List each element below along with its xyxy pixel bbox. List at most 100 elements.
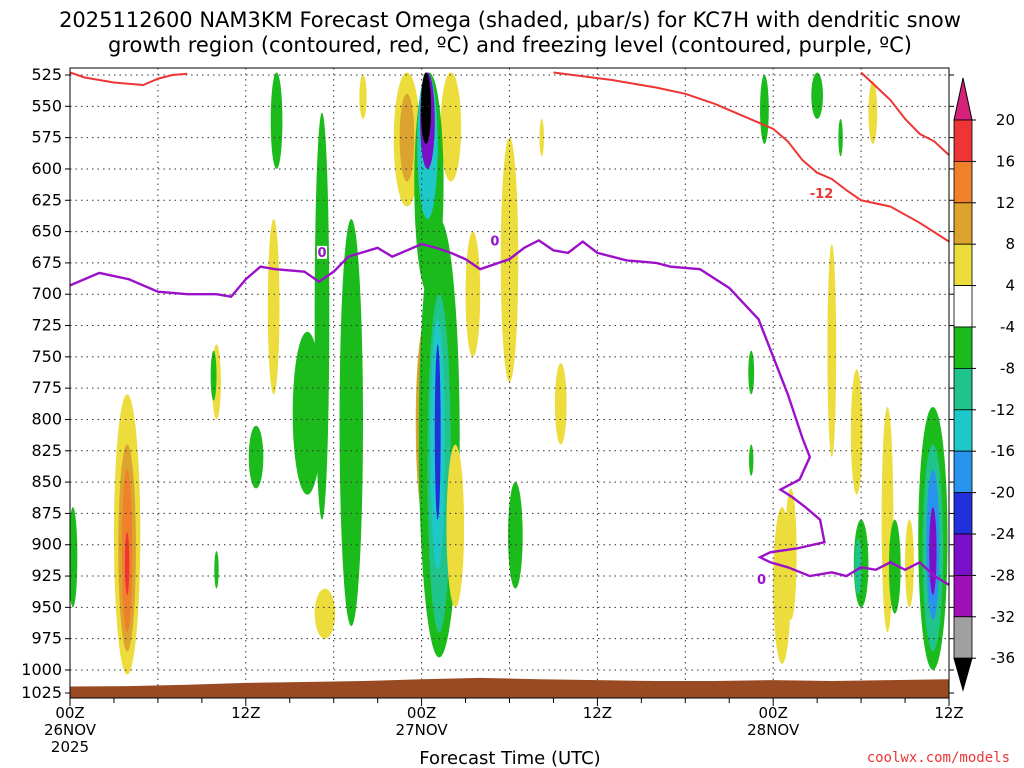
x-tick-label: 00Z [407,704,436,722]
colorbar-label: 4 [1005,277,1015,295]
colorbar-label: -28 [991,566,1016,584]
colorbar-segment [953,492,973,535]
freezing-level-contour-line [70,238,949,587]
x-tick-label: 00Z [55,704,84,722]
colorbar: 20 16 12 8 4 -4 -8 -12 -16 -20 -24 -28 -32 -36 [953,77,1016,692]
freezing-label-bg [316,245,327,259]
y-tick-label: 775 [31,378,62,397]
colorbar-label: 8 [1005,235,1015,253]
omega-region [339,219,363,627]
freezing-contour-label: 0 [490,235,499,250]
omega-region [292,331,322,495]
colorbar-segment [953,326,973,369]
colorbar-segment [953,409,973,452]
omega-region [905,519,914,608]
colorbar-label: 12 [996,194,1015,212]
x-tick-label: 12Z [231,704,260,722]
colorbar-label: 16 [996,152,1015,170]
y-tick-label: 1025 [21,683,62,702]
omega-region [749,444,754,476]
plot-area: -12 0 0 0 [70,68,949,698]
dendritic-contour-line [70,71,188,87]
omega-region [210,350,217,401]
y-tick-label: 550 [31,96,62,115]
y-tick-label: 1000 [21,660,62,679]
x-axis-title: Forecast Time (UTC) [419,748,600,768]
y-tick-label: 625 [31,190,62,209]
omega-region [554,363,567,445]
omega-region [270,72,283,169]
freezing-label-bg [756,572,767,586]
omega-region [539,118,544,157]
colorbar-label: -8 [1000,359,1015,377]
y-tick-label: 800 [31,409,62,428]
colorbar-segment [953,119,973,162]
omega-region [124,532,130,595]
chart-title-line1: 2025112600 NAM3KM Forecast Omega (shaded… [59,8,961,32]
chart-title-line2: growth region (contoured, red, ºC) and f… [108,33,912,57]
colorbar-label: -12 [991,401,1016,419]
omega-region [760,75,769,144]
colorbar-segment [953,575,973,618]
x-tick-label: 12Z [583,704,612,722]
ground-terrain [70,677,949,698]
y-tick-label: 950 [31,597,62,616]
omega-region [434,344,441,520]
colorbar-top-arrow [953,77,973,121]
x-tick-label: 12Z [934,704,963,722]
colorbar-segment [953,202,973,245]
x-tick-label: 2025 [51,738,89,756]
y-tick-label: 875 [31,503,62,522]
dendritic-contour-line [553,71,949,243]
omega-region [508,482,523,589]
y-tick-label: 925 [31,566,62,585]
y-tick-label: 750 [31,347,62,366]
colorbar-segment [953,243,973,286]
colorbar-label: -20 [991,484,1016,502]
y-tick-label: 700 [31,284,62,303]
colorbar-segment [953,285,973,328]
colorbar-segment [953,160,973,204]
y-tick-label: 825 [31,441,62,460]
y-tick-label: 650 [31,222,62,241]
colorbar-label: -24 [991,525,1016,543]
omega-region [868,81,878,144]
dendritic-contour-label: -12 [810,187,834,202]
ground-layer [70,677,949,698]
dendritic-contour-line [860,71,949,157]
freezing-contour-label: 0 [757,573,766,588]
y-tick-label: 900 [31,535,62,554]
colorbar-label: -36 [991,649,1016,667]
x-tick-label: 00Z [759,704,788,722]
colorbar-label: 20 [996,111,1015,129]
freezing-contour-label: 0 [317,246,326,261]
omega-region [929,507,937,595]
omega-region [811,72,824,119]
freezing-label-bg [489,234,500,248]
omega-region [314,588,336,639]
colorbar-label: -16 [991,442,1016,460]
x-tick-label: 28NOV [747,721,800,739]
omega-region [440,72,462,182]
omega-region [420,72,432,144]
omega-region [748,350,755,395]
y-tick-label: 600 [31,159,62,178]
omega-region [214,551,219,589]
colorbar-label: -32 [991,608,1016,626]
x-tick-label: 27NOV [396,721,449,739]
y-tick-label: 975 [31,629,62,648]
omega-region [248,425,264,489]
contour-layer: -12 0 0 0 [70,71,949,588]
colorbar-label: -4 [1000,318,1015,336]
omega-region [827,244,837,458]
omega-region [784,488,797,620]
colorbar-bottom-arrow [953,657,973,692]
y-tick-label: 525 [31,65,62,84]
colorbar-segment [953,616,973,659]
colorbar-segment [953,533,973,576]
colorbar-segment [953,450,973,494]
x-tick-label: 26NOV [44,721,97,739]
omega-region [267,219,280,395]
y-tick-label: 725 [31,316,62,335]
